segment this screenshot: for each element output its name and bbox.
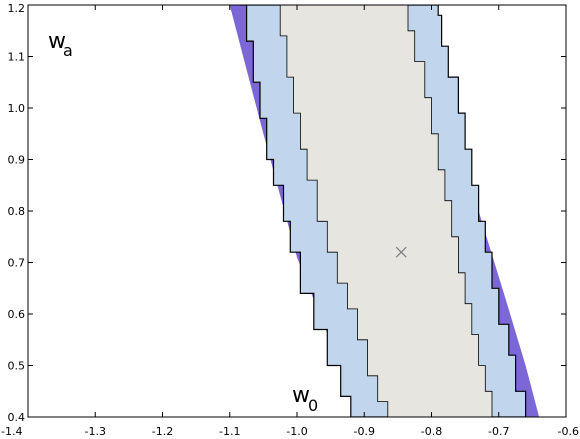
- confidence-regions: [229, 5, 540, 417]
- x-axis: -1.4 -1.3 -1.2 -1.1 -1.0 -0.9 -0.8 -0.7 -0.6: [1, 5, 579, 438]
- x-axis-label-sub: 0: [308, 396, 318, 415]
- y-tick-label: 0.6: [8, 308, 26, 321]
- x-tick-label: -0.6: [558, 425, 579, 438]
- y-tick-label: 0.4: [8, 411, 26, 424]
- y-tick-label: 1.2: [8, 2, 26, 15]
- x-tick-label: -1.0: [286, 425, 307, 438]
- y-axis-label: w: [48, 29, 66, 54]
- x-tick-label: -1.1: [219, 425, 240, 438]
- y-tick-label: 1.1: [8, 51, 26, 64]
- y-axis-label-sub: a: [63, 41, 73, 60]
- x-tick-label: -1.2: [152, 425, 173, 438]
- y-tick-label: 0.5: [8, 360, 26, 373]
- y-axis: 0.4 0.5 0.6 0.7 0.8 0.9 1.0 1.1 1.2: [8, 2, 566, 424]
- x-tick-label: -1.3: [85, 425, 106, 438]
- x-axis-label: w: [292, 383, 310, 408]
- region-inner: [279, 5, 493, 417]
- x-tick-label: -0.8: [421, 425, 442, 438]
- y-tick-label: 0.7: [8, 257, 26, 270]
- y-tick-label: 1.0: [8, 102, 26, 115]
- y-tick-label: 0.9: [8, 154, 26, 167]
- best-fit-marker: [395, 246, 407, 258]
- x-tick-label: -0.9: [354, 425, 375, 438]
- x-tick-label: -1.4: [1, 425, 22, 438]
- x-tick-label: -0.7: [488, 425, 509, 438]
- best-fit-group: [395, 246, 407, 258]
- y-tick-label: 0.8: [8, 205, 26, 218]
